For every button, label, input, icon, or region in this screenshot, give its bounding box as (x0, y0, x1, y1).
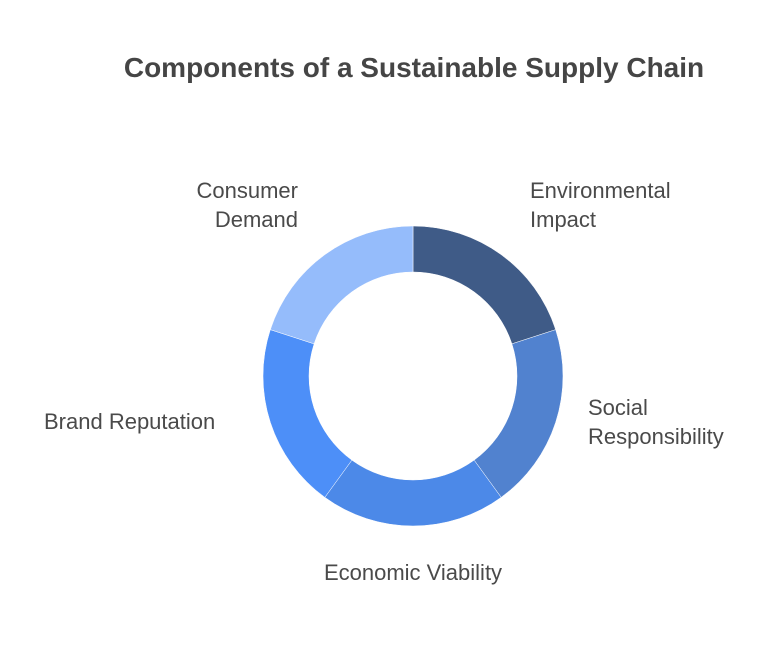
label-environmental-impact: Environmental Impact (530, 178, 671, 232)
segment-economic-viability (324, 459, 502, 527)
diagram-title: Components of a Sustainable Supply Chain (123, 52, 705, 83)
label-brand-reputation: Brand Reputation (44, 409, 216, 434)
label-consumer-demand: Consumer Demand (196, 178, 298, 232)
segment-environmental-impact (412, 225, 556, 345)
label-economic-viability: Economic Viability (323, 560, 503, 585)
segment-brand-reputation (262, 329, 353, 498)
segment-consumer-demand (270, 225, 414, 345)
segment-social-responsibility (473, 329, 564, 498)
label-social-responsibility: Social Responsibility (588, 395, 724, 449)
